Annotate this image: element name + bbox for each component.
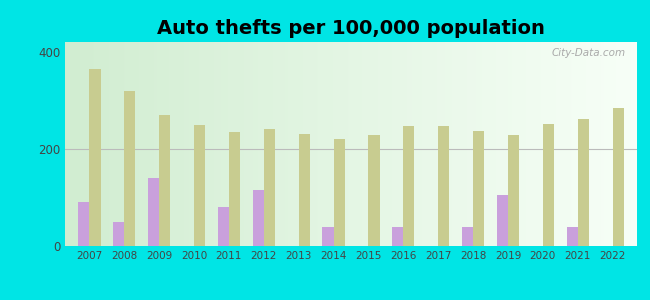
Bar: [497, 195, 508, 246]
Bar: [392, 226, 403, 246]
Bar: [508, 135, 519, 246]
Bar: [567, 226, 578, 246]
Bar: [403, 125, 415, 246]
Bar: [473, 131, 484, 246]
Bar: [148, 178, 159, 246]
Bar: [218, 207, 229, 246]
Bar: [612, 108, 624, 246]
Bar: [124, 91, 135, 246]
Bar: [462, 226, 473, 246]
Bar: [264, 129, 275, 246]
Bar: [543, 124, 554, 246]
Bar: [333, 139, 344, 246]
Bar: [253, 190, 264, 246]
Bar: [578, 119, 589, 246]
Bar: [159, 115, 170, 246]
Bar: [113, 222, 124, 246]
Title: Auto thefts per 100,000 population: Auto thefts per 100,000 population: [157, 19, 545, 38]
Bar: [322, 226, 333, 246]
Bar: [90, 69, 101, 246]
Bar: [369, 135, 380, 246]
Text: City-Data.com: City-Data.com: [551, 48, 625, 58]
Bar: [299, 134, 310, 246]
Bar: [229, 132, 240, 246]
Bar: [194, 124, 205, 246]
Bar: [78, 202, 90, 246]
Bar: [438, 125, 449, 246]
